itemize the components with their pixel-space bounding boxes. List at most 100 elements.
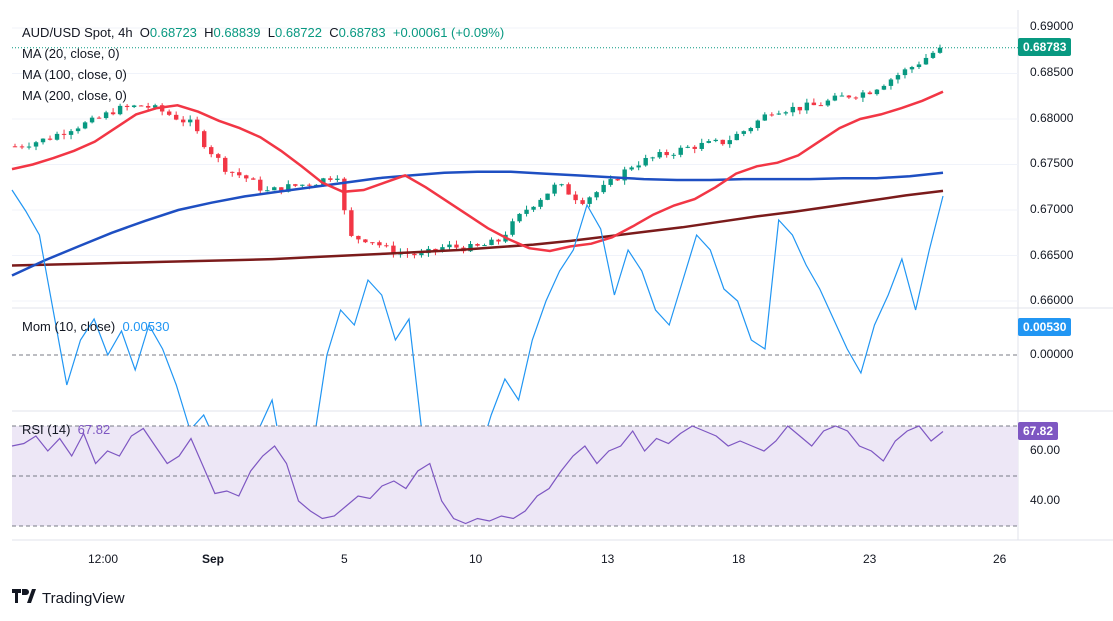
candle-body (110, 112, 116, 115)
candle-body (916, 64, 922, 68)
high-value: 0.68839 (213, 25, 261, 40)
candle-body (902, 69, 908, 76)
candle-body (517, 213, 522, 222)
ma100-label[interactable]: MA (100, close, 0) (22, 67, 127, 82)
candle-body (356, 235, 361, 240)
candle-body (131, 105, 137, 108)
candle-body (713, 139, 718, 142)
candle-body (825, 100, 831, 106)
candle-body (615, 179, 620, 181)
candle-body (580, 200, 585, 204)
candle-body (293, 184, 298, 186)
price-tick: 0.66000 (1030, 293, 1074, 307)
candle-body (573, 194, 578, 201)
time-tick: 23 (863, 552, 877, 566)
close-label: C (329, 25, 339, 40)
candle-body (797, 106, 803, 111)
time-tick: 26 (993, 552, 1007, 566)
candle-body (671, 154, 676, 156)
candle-body (811, 102, 817, 106)
tradingview-mark-icon (12, 589, 36, 607)
candle-body (888, 79, 894, 86)
candle-body (496, 239, 501, 242)
candle-body (510, 221, 515, 235)
open-value: 0.68723 (149, 25, 197, 40)
candle-body (650, 157, 655, 159)
brand-name: TradingView (42, 589, 125, 607)
candle-body (209, 147, 214, 155)
tradingview-logo[interactable]: TradingView (12, 589, 125, 607)
ma100-line (11, 170, 944, 277)
rsi-label: RSI (14) (22, 422, 71, 437)
momentum-legend[interactable]: Mom (10, close) 0.00530 (22, 319, 169, 334)
candle-body (145, 105, 151, 108)
candle-body (636, 165, 641, 168)
candle-body (524, 209, 529, 214)
candle-body (363, 239, 368, 243)
momentum-badge: 0.00530 (1018, 318, 1072, 336)
candle-body (33, 142, 39, 147)
candle-body (433, 248, 438, 251)
candle-body (342, 178, 347, 211)
rsi-value: 67.82 (77, 422, 111, 437)
candle-body (622, 169, 627, 181)
candle-body (40, 138, 46, 143)
candle-body (272, 187, 277, 191)
time-tick: 13 (601, 552, 615, 566)
candle-body (314, 184, 319, 186)
candle-body (832, 95, 838, 101)
candle-body (608, 179, 613, 185)
candle-body (769, 114, 775, 116)
candle-body (783, 112, 789, 114)
ma20-line (11, 90, 944, 253)
time-tick: 5 (341, 552, 348, 566)
candle-body (727, 140, 732, 145)
candle-body (300, 184, 305, 186)
time-tick: 18 (732, 552, 746, 566)
candle-body (286, 184, 291, 192)
candle-body (54, 133, 60, 140)
candle-body (61, 133, 67, 135)
candle-body (26, 146, 32, 148)
candle-body (419, 253, 424, 256)
candle-body (895, 75, 901, 80)
candle-body (482, 245, 487, 247)
candle-body (68, 131, 74, 135)
time-tick: Sep (202, 552, 225, 566)
candle-body (230, 171, 235, 173)
ma200-line (11, 189, 944, 267)
candle-body (489, 239, 494, 246)
rsi-legend[interactable]: RSI (14) 67.82 (22, 422, 110, 437)
ma200-label[interactable]: MA (200, close, 0) (22, 88, 127, 103)
candle-body (699, 142, 704, 149)
candle-body (237, 172, 242, 176)
candle-body (846, 95, 852, 98)
candle-body (328, 178, 333, 180)
candle-body (790, 106, 796, 113)
candle-body (279, 187, 284, 192)
ma20-label[interactable]: MA (20, close, 0) (22, 46, 120, 61)
symbol-title: AUD/USD Spot, 4h (22, 25, 133, 40)
candle-body (47, 138, 53, 140)
candle-body (839, 95, 845, 97)
candle-body (720, 139, 725, 145)
candle-body (75, 128, 81, 132)
candle-body (755, 120, 761, 129)
candle-body (391, 245, 396, 255)
candle-body (804, 102, 810, 111)
candle-body (321, 178, 326, 185)
price-tick: 0.67000 (1030, 202, 1074, 216)
candle-body (194, 119, 200, 132)
candle-body (538, 199, 543, 207)
candle-body (12, 146, 18, 148)
time-tick: 10 (469, 552, 483, 566)
candle-body (124, 105, 130, 108)
candle-body (629, 167, 634, 170)
candle-body (909, 67, 915, 70)
candle-body (741, 131, 746, 134)
candle-body (937, 47, 943, 53)
candle-body (349, 210, 354, 236)
candle-body (531, 206, 536, 210)
price-tick: 0.69000 (1030, 19, 1074, 33)
